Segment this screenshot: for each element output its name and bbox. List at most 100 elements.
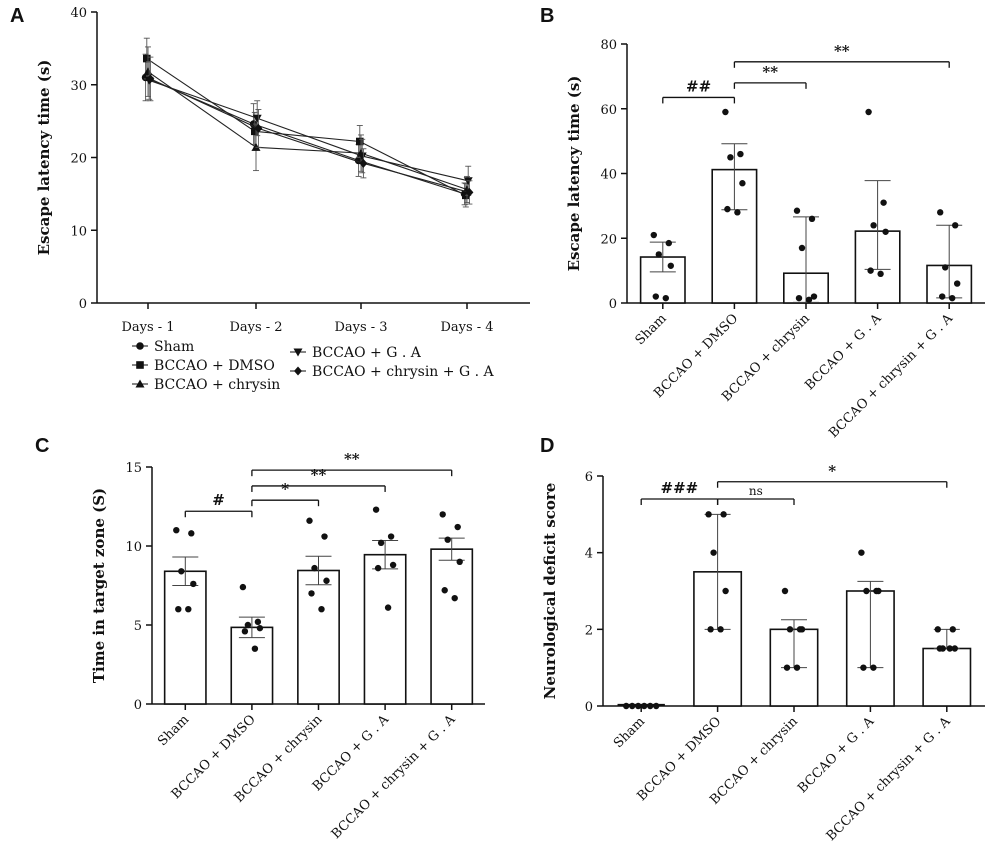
panel-a-y-tick-label: 40 xyxy=(70,6,87,21)
data-point xyxy=(810,293,818,300)
panel-letter-c: C xyxy=(35,435,49,457)
legend-marker xyxy=(136,361,144,369)
data-point xyxy=(875,587,882,595)
panel-b-y-tick-label: 80 xyxy=(600,38,617,53)
data-point xyxy=(463,177,473,186)
data-point xyxy=(880,199,887,206)
panel-b-y-tick-label: 60 xyxy=(600,103,617,118)
data-point xyxy=(239,583,247,591)
series-line xyxy=(147,71,468,191)
data-point xyxy=(185,606,192,613)
data-point xyxy=(949,294,956,302)
significance-label: # xyxy=(212,491,225,509)
chart-panel-b: 0 20 40 60 80 Escape latency time (s) Sham BCCA… xyxy=(565,38,985,441)
data-point xyxy=(635,702,642,710)
data-point xyxy=(793,207,801,214)
panel-c-y-tick-label: 10 xyxy=(125,540,142,555)
data-point xyxy=(737,150,744,158)
data-point xyxy=(321,533,328,540)
data-point xyxy=(720,511,727,518)
panel-a-x-tick-label: Days - 1 xyxy=(121,320,174,335)
panel-a-y-tick-label: 20 xyxy=(70,152,87,167)
data-point xyxy=(451,594,458,602)
data-point xyxy=(707,626,714,633)
data-point xyxy=(863,587,870,595)
data-point xyxy=(252,114,262,123)
data-point xyxy=(377,539,385,547)
data-point xyxy=(188,530,195,537)
bar xyxy=(230,626,274,705)
bar xyxy=(163,570,207,705)
legend-marker xyxy=(136,342,144,350)
data-point xyxy=(251,142,261,151)
data-point xyxy=(256,624,264,632)
legend-marker xyxy=(135,379,145,388)
data-point xyxy=(734,209,741,216)
data-point xyxy=(934,626,941,633)
data-point xyxy=(456,558,463,565)
data-point xyxy=(786,626,794,633)
data-point xyxy=(724,205,731,213)
data-point xyxy=(705,511,712,518)
series-line xyxy=(145,76,465,195)
data-point xyxy=(952,222,959,229)
data-point xyxy=(629,702,636,710)
data-point xyxy=(650,231,657,239)
data-point xyxy=(662,294,669,302)
bar xyxy=(430,548,474,705)
panel-a-y-tick-label: 10 xyxy=(70,224,87,239)
panel-c-y-tick-label: 0 xyxy=(134,698,142,713)
data-point xyxy=(795,294,803,302)
data-point xyxy=(384,604,392,611)
panel-b-category-label: BCCAO + chrysin + G . A xyxy=(826,311,956,441)
significance-label: ## xyxy=(686,77,711,95)
chart-panel-a: 0 10 20 30 40 Escape latency time (s) Days - 1… xyxy=(35,6,530,393)
data-point xyxy=(372,506,380,513)
significance-label: ** xyxy=(344,450,360,468)
panel-d-y-tick-label: 0 xyxy=(585,700,593,715)
significance-label: ### xyxy=(661,479,699,497)
data-point xyxy=(465,187,474,197)
data-point xyxy=(359,158,368,168)
panel-b-y-tick-label: 20 xyxy=(600,232,617,247)
significance-label: ** xyxy=(311,466,327,484)
data-point xyxy=(387,533,395,540)
panel-c-y-tick-label: 15 xyxy=(125,461,142,476)
panel-a-x-tick-label: Days - 2 xyxy=(229,320,282,335)
panel-d-y-tick-label: 4 xyxy=(585,547,593,562)
data-point xyxy=(143,54,151,63)
panel-b-y-tick-label: 40 xyxy=(600,168,617,183)
data-point xyxy=(178,568,185,575)
panel-b-category-label: Sham xyxy=(633,311,670,348)
panel-letter-b: B xyxy=(540,5,554,27)
significance-label: ns xyxy=(749,484,763,498)
data-point xyxy=(318,606,325,613)
data-point xyxy=(937,209,944,216)
data-point xyxy=(710,549,717,556)
data-point xyxy=(783,664,791,671)
data-point xyxy=(244,621,252,629)
data-point xyxy=(781,587,789,595)
data-point xyxy=(641,702,648,710)
data-point xyxy=(357,152,367,161)
data-point xyxy=(882,228,889,235)
data-point xyxy=(870,222,877,229)
data-point xyxy=(374,564,382,572)
data-point xyxy=(946,645,953,652)
data-point xyxy=(865,108,872,116)
panel-b-category-label: BCCAO + G . A xyxy=(802,311,885,394)
data-point xyxy=(306,517,313,524)
data-point xyxy=(793,664,801,671)
panel-a-y-tick-label: 0 xyxy=(79,297,87,312)
panel-c-category-label: BCCAO + chrysin + G . A xyxy=(329,712,459,842)
panel-a-x-tick-label: Days - 4 xyxy=(440,320,493,335)
data-point xyxy=(951,645,958,652)
data-point xyxy=(441,587,448,594)
data-point xyxy=(717,626,724,633)
data-point xyxy=(308,590,315,597)
data-point xyxy=(143,67,153,76)
data-point xyxy=(311,564,318,572)
data-point xyxy=(798,626,806,633)
bar xyxy=(922,647,972,707)
